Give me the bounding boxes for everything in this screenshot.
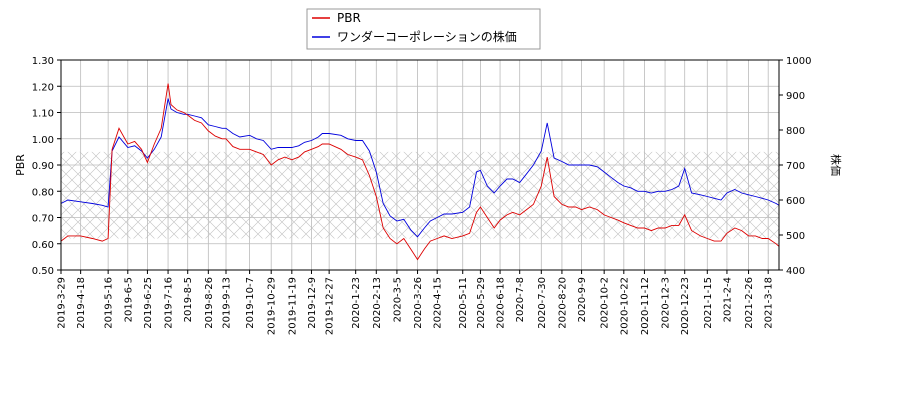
y-right-tick-label: 500 <box>786 231 805 242</box>
x-tick-label: 2020-2-13 <box>372 277 383 329</box>
y-left-tick-label: 1.10 <box>32 109 54 120</box>
x-tick-label: 2020-10-2 <box>600 277 611 329</box>
x-tick-label: 2020-10-22 <box>619 277 630 335</box>
x-tick-label: 2019-8-26 <box>204 277 215 329</box>
x-tick-label: 2019-7-16 <box>164 277 175 329</box>
y-right-tick-label: 1000 <box>786 56 811 67</box>
x-tick-label: 2019-9-13 <box>222 277 233 329</box>
y-axis-right: 400 500 600 700 800 900 1000 <box>779 56 811 277</box>
x-tick-label: 2019-12-27 <box>325 277 336 335</box>
y-left-tick-label: 0.80 <box>32 187 54 198</box>
x-tick-label: 2020-6-18 <box>496 277 507 329</box>
x-tick-label: 2021-2-26 <box>744 277 755 329</box>
legend-box <box>306 8 541 50</box>
y-left-tick-label: 1.30 <box>32 56 54 67</box>
y-axis-right-label: 株価 <box>829 154 843 176</box>
x-tick-label: 2019-12-9 <box>307 277 318 329</box>
y-left-tick-label: 0.60 <box>32 240 54 251</box>
y-axis-left-label: PBR <box>14 154 27 176</box>
hatched-band <box>61 151 779 239</box>
legend: PBR ワンダーコーポレーションの株価 <box>306 8 541 50</box>
y-left-tick-label: 0.90 <box>32 161 54 172</box>
y-left-tick-label: 1.00 <box>32 135 54 146</box>
legend-label-stock-price: ワンダーコーポレーションの株価 <box>337 29 517 44</box>
y-axis-left: 0.50 0.60 0.70 0.80 0.90 1.00 1.10 1.20 1.30 <box>32 56 61 277</box>
x-tick-label: 2019-8-5 <box>183 277 194 322</box>
x-tick-label: 2019-10-29 <box>267 277 278 335</box>
x-tick-label: 2020-7-8 <box>515 277 526 322</box>
x-tick-label: 2019-6-5 <box>123 277 134 322</box>
x-tick-label: 2020-5-11 <box>458 277 469 329</box>
x-tick-label: 2020-3-5 <box>392 277 403 322</box>
x-tick-label: 2021-1-15 <box>703 277 714 329</box>
x-tick-label: 2020-9-9 <box>577 277 588 322</box>
y-right-tick-label: 400 <box>786 266 805 277</box>
y-right-tick-label: 800 <box>786 126 805 137</box>
y-right-tick-label: 700 <box>786 161 805 172</box>
y-right-tick-label: 600 <box>786 196 805 207</box>
series-stock-price-line <box>61 98 779 238</box>
series-pbr-line <box>61 83 779 261</box>
x-tick-label: 2019-5-16 <box>104 277 115 329</box>
x-tick-label: 2020-5-29 <box>476 277 487 329</box>
x-tick-label: 2019-10-7 <box>245 277 256 329</box>
x-tick-label: 2019-3-29 <box>57 277 68 329</box>
x-tick-label: 2020-11-12 <box>640 277 651 335</box>
x-tick-label: 2020-7-30 <box>537 277 548 329</box>
x-tick-label: 2021-3-18 <box>764 277 775 329</box>
y-left-tick-label: 1.20 <box>32 82 54 93</box>
x-tick-label: 2020-4-15 <box>433 277 444 329</box>
x-tick-label: 2019-11-19 <box>287 277 298 335</box>
x-tick-label: 2020-1-23 <box>351 277 362 329</box>
y-left-tick-label: 0.70 <box>32 214 54 225</box>
x-tick-label: 2019-6-25 <box>143 277 154 329</box>
x-tick-label: 2021-2-4 <box>722 277 733 322</box>
x-tick-label: 2020-12-3 <box>661 277 672 329</box>
y-left-tick-label: 0.50 <box>32 266 54 277</box>
x-tick-label: 2020-3-26 <box>413 277 424 329</box>
y-right-tick-label: 900 <box>786 91 805 102</box>
x-tick-label: 2020-12-23 <box>680 277 691 335</box>
legend-label-pbr: PBR <box>337 11 361 25</box>
x-tick-label: 2020-8-20 <box>557 277 568 329</box>
x-tick-label: 2019-4-18 <box>76 277 87 329</box>
x-axis: 2019-3-29 2019-4-18 2019-5-16 2019-6-5 2019-… <box>57 270 775 335</box>
